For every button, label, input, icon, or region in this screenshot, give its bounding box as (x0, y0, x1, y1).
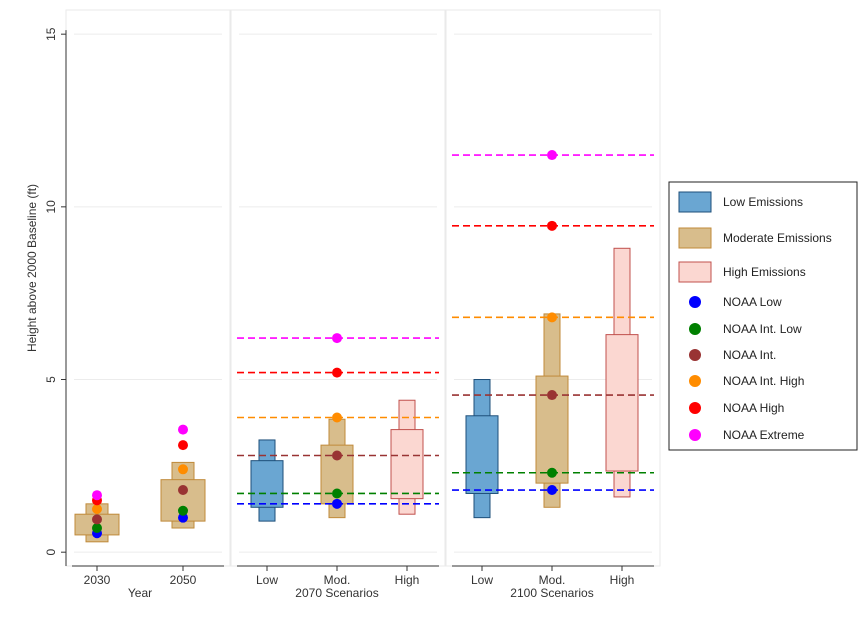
legend-swatch (678, 261, 712, 283)
legend-marker (689, 323, 701, 335)
x-tick-label: High (610, 573, 635, 587)
panel-2: Low Mod. High 2070 Scenarios (230, 9, 446, 600)
data-point (547, 312, 557, 323)
legend-label: NOAA Int. Low (723, 322, 802, 336)
legend-item-noaa-extreme: NOAA Extreme (689, 428, 805, 442)
x-axis-title: Year (128, 586, 152, 600)
legend-marker (689, 429, 701, 441)
legend-label: High Emissions (723, 265, 806, 279)
legend-item-moderate: Moderate Emissions (678, 227, 832, 249)
legend-label: NOAA Int. (723, 348, 776, 362)
legend-label: Moderate Emissions (723, 231, 832, 245)
data-point (547, 150, 557, 161)
range-box-inner (465, 415, 499, 494)
data-point (332, 488, 342, 499)
range-box-inner (250, 460, 284, 508)
legend-item-high: High Emissions (678, 261, 806, 283)
panel-1: 2030 2050 Year (65, 9, 231, 600)
data-point (332, 450, 342, 461)
y-tick-label: 5 (44, 376, 58, 383)
data-point (178, 485, 188, 496)
x-axis-title: 2100 Scenarios (510, 586, 593, 600)
data-point (332, 367, 342, 378)
legend-label: NOAA High (723, 401, 784, 415)
data-point (92, 523, 102, 534)
legend: Low Emissions Moderate Emissions High Emis… (668, 181, 858, 451)
data-point (178, 424, 188, 435)
legend-label: NOAA Int. High (723, 374, 804, 388)
y-axis-title: Height above 2000 Baseline (ft) (25, 184, 39, 352)
x-tick-label: High (395, 573, 420, 587)
panel-3: Low Mod. High 2100 Scenarios (445, 9, 661, 600)
range-box-inner (605, 334, 639, 472)
x-tick-label: 2030 (84, 573, 111, 587)
data-point (92, 514, 102, 525)
legend-item-noaa-int-low: NOAA Int. Low (689, 322, 802, 336)
data-point (178, 505, 188, 516)
legend-marker (689, 375, 701, 387)
legend-label: NOAA Low (723, 295, 782, 309)
legend-marker (689, 402, 701, 414)
legend-swatch (678, 227, 712, 249)
x-tick-label: Mod. (324, 573, 351, 587)
legend-swatch (678, 191, 712, 213)
legend-marker (689, 296, 701, 308)
x-tick-label: Low (471, 573, 493, 587)
y-axis: 0 5 10 15 Height above 2000 Baseline (ft) (25, 27, 67, 566)
y-tick-label: 0 (44, 549, 58, 556)
legend-label: NOAA Extreme (723, 428, 805, 442)
y-tick-label: 10 (44, 200, 58, 214)
x-axis-title: 2070 Scenarios (295, 586, 378, 600)
data-point (547, 485, 557, 496)
legend-label: Low Emissions (723, 195, 803, 209)
x-tick-label: Mod. (539, 573, 566, 587)
data-point (92, 504, 102, 515)
x-tick-label: 2050 (170, 573, 197, 587)
legend-item-low: Low Emissions (678, 191, 803, 213)
legend-item-noaa-high: NOAA High (689, 401, 784, 415)
data-point (332, 498, 342, 509)
data-point (178, 512, 188, 523)
data-point (547, 467, 557, 478)
data-point (178, 440, 188, 451)
legend-marker (689, 349, 701, 361)
data-point (332, 333, 342, 344)
x-tick-label: Low (256, 573, 278, 587)
data-point (547, 220, 557, 231)
panel-frame (65, 9, 231, 567)
legend-item-noaa-int: NOAA Int. (689, 348, 776, 362)
data-point (332, 412, 342, 423)
y-tick-label: 15 (44, 27, 58, 41)
data-point (547, 390, 557, 401)
legend-item-noaa-low: NOAA Low (689, 295, 782, 309)
data-point (178, 464, 188, 475)
data-point (92, 490, 102, 501)
range-box-inner (390, 429, 424, 500)
legend-item-noaa-int-high: NOAA Int. High (689, 374, 804, 388)
